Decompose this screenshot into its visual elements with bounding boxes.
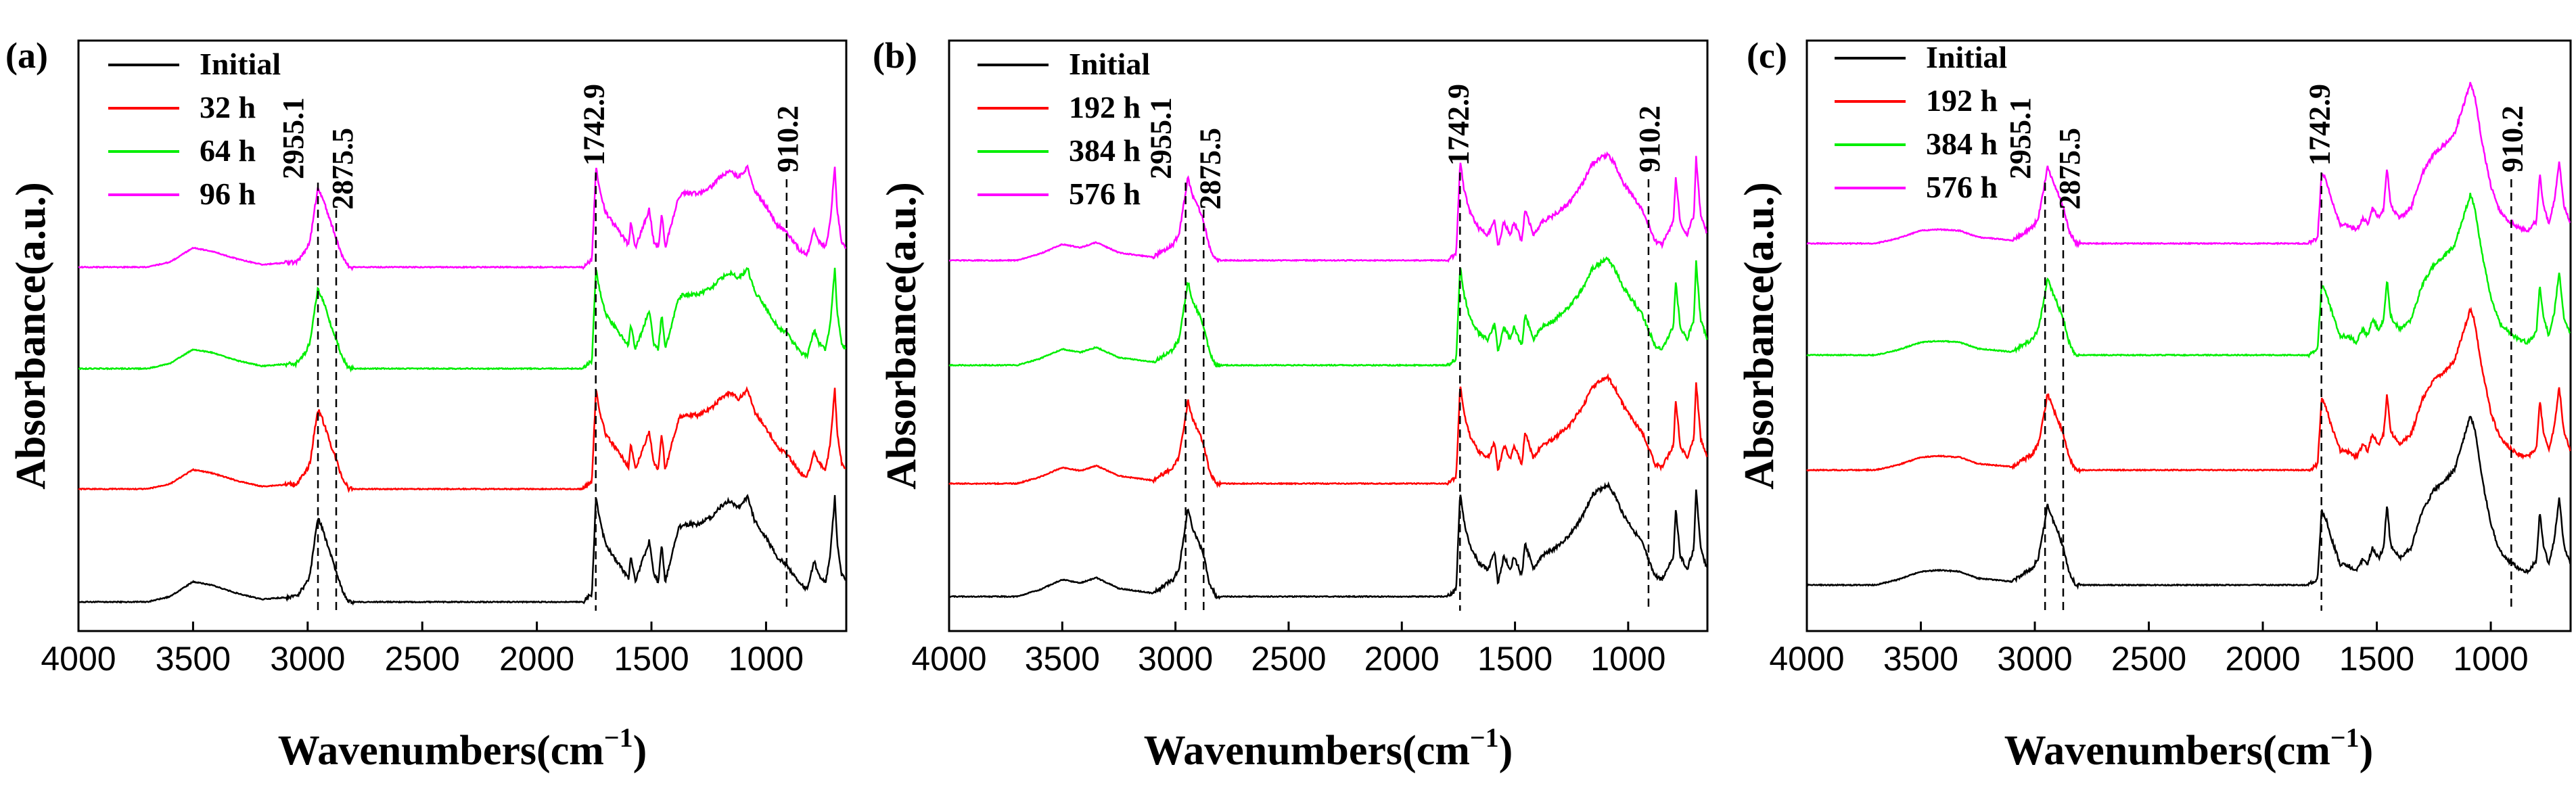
x-tick-label: 1000 xyxy=(729,640,804,678)
legend-label: Initial xyxy=(200,47,281,81)
panel-label: (b) xyxy=(873,35,917,76)
x-axis-title: Wavenumbers(cm−1) xyxy=(1144,722,1513,774)
x-axis-title: Wavenumbers(cm−1) xyxy=(2004,722,2374,774)
peak-label: 2955.1 xyxy=(1145,97,1178,179)
series-line-576-h xyxy=(949,151,1707,263)
peak-label: 2875.5 xyxy=(2053,128,2086,210)
peak-label: 2875.5 xyxy=(326,128,359,210)
x-tick-label: 2500 xyxy=(1251,640,1326,678)
series-line-initial xyxy=(948,481,1708,600)
peak-label: 910.2 xyxy=(2496,106,2529,172)
series-line-192-h xyxy=(1806,306,2571,475)
series-line-384-h xyxy=(948,256,1708,368)
legend-label: 576 h xyxy=(1926,170,1998,204)
panel-2: (b) 4000 3500 3000 2500 2000 1500 1000 Wavenumbe… xyxy=(873,35,1709,774)
panel-label: (a) xyxy=(5,35,48,76)
legend-label: Initial xyxy=(1069,47,1150,81)
series-line-192-h xyxy=(948,373,1708,488)
x-tick-label: 1500 xyxy=(1477,640,1552,678)
x-tick-label: 3000 xyxy=(1138,640,1213,678)
legend-label: 192 h xyxy=(1069,90,1141,124)
peak-label: 2955.1 xyxy=(2004,97,2037,179)
legend-label: Initial xyxy=(1926,40,2007,74)
plot-frame xyxy=(1806,39,2572,632)
legend-label: 576 h xyxy=(1069,177,1141,211)
x-tick-label: 4000 xyxy=(911,640,986,678)
peak-label: 1742.9 xyxy=(578,84,611,166)
x-tick-label: 3500 xyxy=(156,640,231,678)
plot-frame xyxy=(948,39,1709,632)
legend-label: 192 h xyxy=(1926,83,1998,118)
legend-label: 32 h xyxy=(200,90,256,124)
series-line-64-h xyxy=(78,266,846,373)
x-tick-label: 1000 xyxy=(2453,640,2528,678)
series-line-384-h xyxy=(1806,193,2571,358)
panel-3: (c) 4000 3500 3000 2500 2000 1500 1000 Wavenumbe… xyxy=(1736,35,2572,774)
x-tick-label: 2000 xyxy=(2225,640,2300,678)
legend-label: 64 h xyxy=(200,133,256,168)
series-line-initial xyxy=(78,494,847,606)
y-axis-title: Absorbance(a.u.) xyxy=(879,182,925,490)
x-tick-label: 3500 xyxy=(1025,640,1100,678)
x-axis-title: Wavenumbers(cm−1) xyxy=(278,722,647,774)
x-tick-label: 1500 xyxy=(614,640,689,678)
series-line-initial xyxy=(1806,415,2571,590)
y-axis-title: Absorbance(a.u.) xyxy=(8,182,54,490)
y-axis-title: Absorbance(a.u.) xyxy=(1736,182,1782,490)
series-line-96-h xyxy=(78,164,847,272)
legend-label: 384 h xyxy=(1926,126,1998,161)
x-tick-label: 4000 xyxy=(1769,640,1844,678)
panel-1: (a) 4000 3500 3000 2500 2000 1500 1000 Wavenumbe… xyxy=(5,35,848,774)
x-tick-label: 3000 xyxy=(270,640,345,678)
panel-label: (c) xyxy=(1747,35,1787,76)
x-tick-label: 1500 xyxy=(2339,640,2414,678)
legend-label: 96 h xyxy=(200,177,256,211)
x-tick-label: 2000 xyxy=(1364,640,1440,678)
x-tick-label: 2500 xyxy=(385,640,460,678)
x-tick-label: 3000 xyxy=(1997,640,2072,678)
series-line-576-h xyxy=(1806,82,2571,249)
peak-label: 2875.5 xyxy=(1193,128,1226,210)
peak-label: 910.2 xyxy=(1633,106,1666,172)
x-tick-label: 1000 xyxy=(1590,640,1665,678)
plot-frame xyxy=(77,39,848,632)
x-tick-label: 2000 xyxy=(499,640,574,678)
peak-label: 2955.1 xyxy=(277,97,310,179)
x-tick-label: 3500 xyxy=(1883,640,1958,678)
series-line-32-h xyxy=(78,386,846,494)
x-tick-label: 4000 xyxy=(41,640,116,678)
legend-label: 384 h xyxy=(1069,133,1141,168)
x-tick-label: 2500 xyxy=(2111,640,2186,678)
peak-label: 910.2 xyxy=(771,106,804,172)
peak-label: 1742.9 xyxy=(1442,84,1475,166)
peak-label: 1742.9 xyxy=(2303,84,2337,166)
